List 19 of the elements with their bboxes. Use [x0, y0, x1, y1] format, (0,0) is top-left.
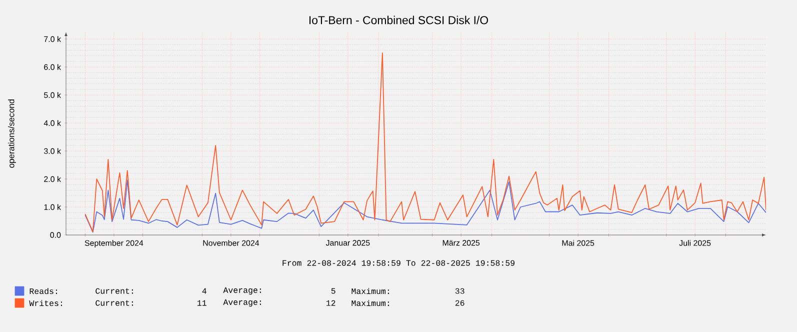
text: Average: [223, 299, 261, 307]
text: Maximum: [352, 300, 389, 306]
text: Average: [223, 287, 261, 295]
line-series [84, 52, 766, 232]
text: Current: [96, 300, 133, 306]
text: From 22-08-2024 19:58:59 To 22-08-2025 19:58:59 [282, 260, 515, 266]
line-series [84, 180, 766, 233]
text: 5 [331, 288, 336, 294]
text: Current: [96, 288, 133, 294]
y-axis-title: operations/second [8, 99, 16, 168]
text: 12 [326, 300, 336, 306]
text: Maximum: [352, 288, 389, 294]
text: 33 [455, 288, 464, 294]
chart-title: IoT-Bern - Combined SCSI Disk I/O [309, 16, 488, 24]
legend-label: Reads: [30, 288, 57, 294]
legend-label: Writes: [29, 300, 62, 306]
text: 4 [202, 288, 206, 294]
text: 11 [197, 300, 206, 306]
text: 26 [455, 300, 464, 306]
